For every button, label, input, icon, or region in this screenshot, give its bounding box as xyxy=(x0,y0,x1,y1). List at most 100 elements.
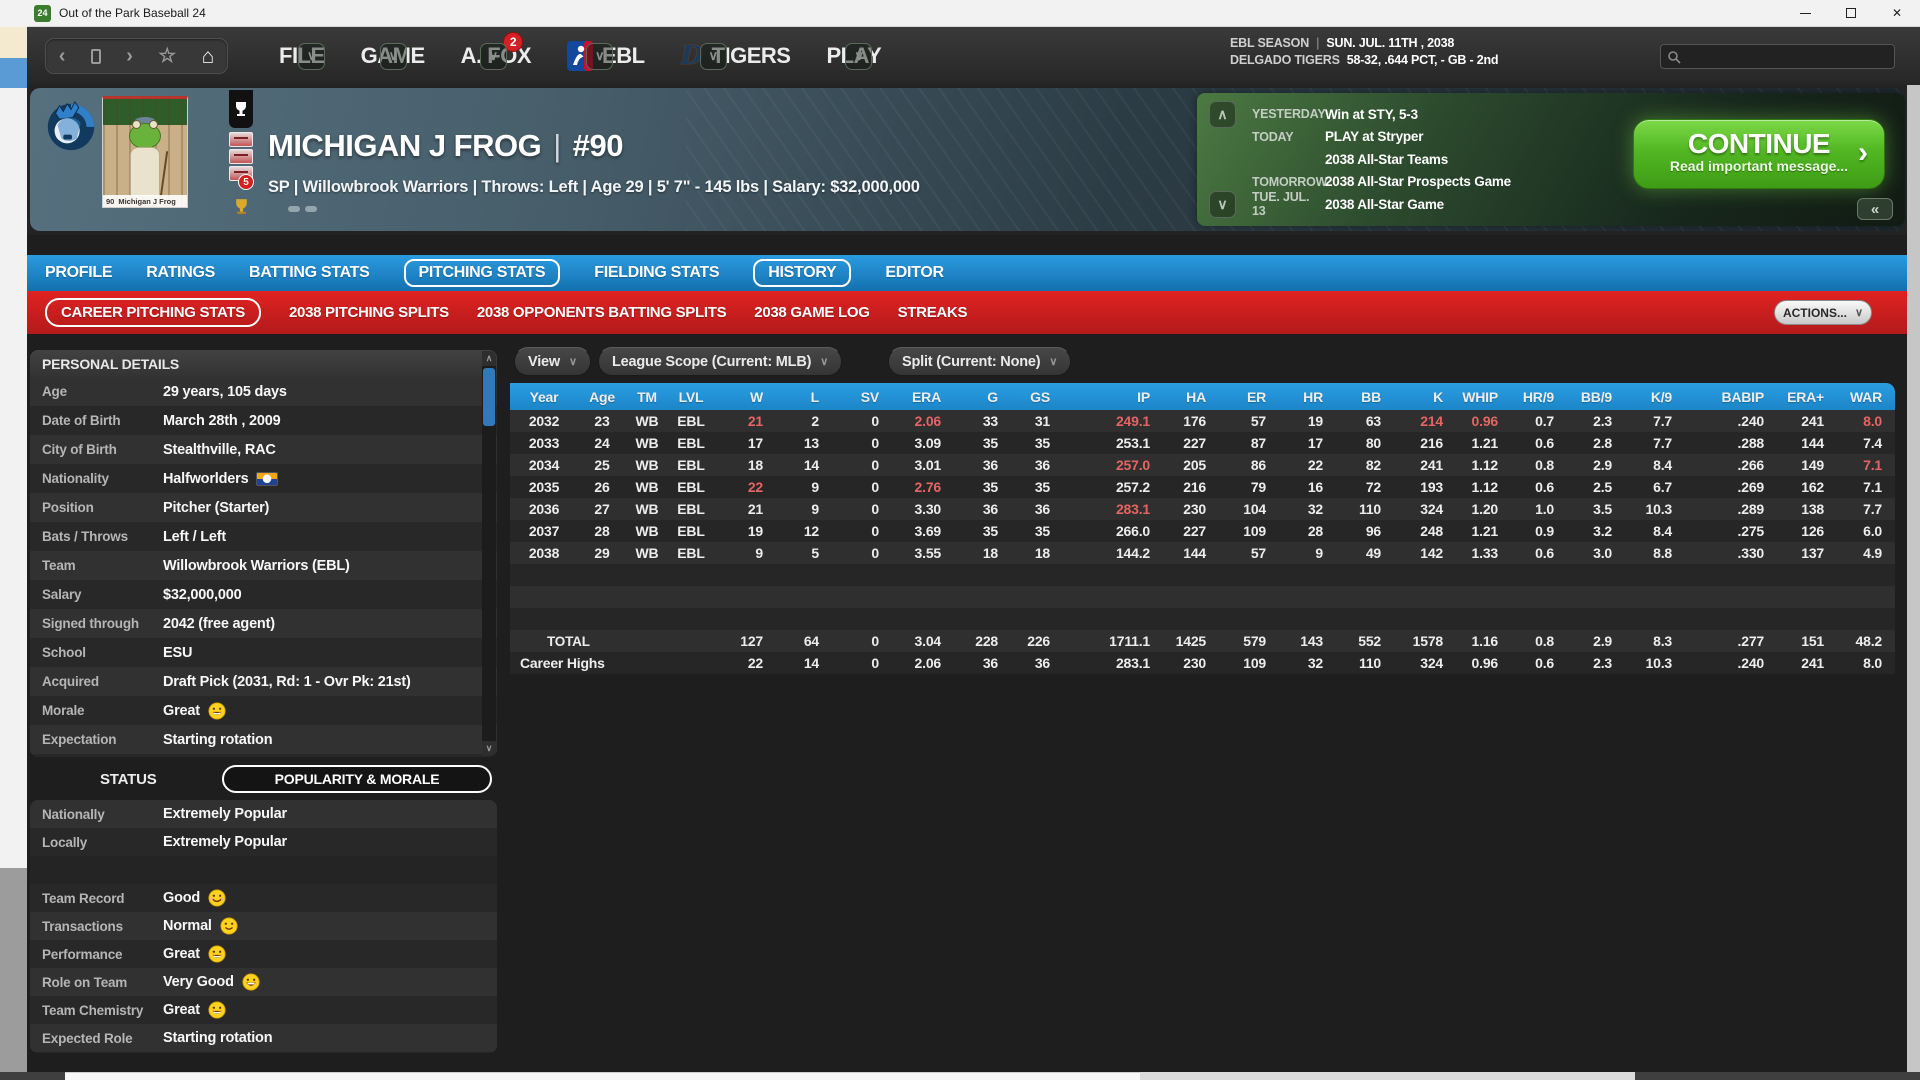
column-header-war[interactable]: WAR xyxy=(1849,388,1882,405)
collapse-panel-button[interactable]: « xyxy=(1857,198,1893,220)
stat-cell: 227 xyxy=(1183,523,1206,539)
column-header-age[interactable]: Age xyxy=(589,388,615,405)
stat-cell: 28 xyxy=(1307,523,1323,539)
subtab-career-pitching-stats[interactable]: CAREER PITCHING STATS xyxy=(45,298,261,327)
column-header-ip[interactable]: IP xyxy=(1137,388,1150,405)
column-header-ha[interactable]: HA xyxy=(1186,388,1206,405)
minimize-button[interactable] xyxy=(1782,0,1828,26)
gold-trophy-icon[interactable] xyxy=(234,198,249,220)
stat-cell: 1425 xyxy=(1175,633,1207,649)
stat-cell: 0 xyxy=(871,655,879,671)
stat-cell: 72 xyxy=(1365,479,1381,495)
stat-cell: 249.1 xyxy=(1115,413,1150,429)
schedule-event[interactable]: 2038 All-Star Teams xyxy=(1325,151,1449,167)
stats-spacer-row xyxy=(510,564,1895,586)
continue-button[interactable]: CONTINUE Read important message... › xyxy=(1633,119,1885,189)
stat-cell: 1.16 xyxy=(1471,633,1499,649)
column-header-era[interactable]: ERA+ xyxy=(1787,388,1824,405)
column-header-hr[interactable]: HR xyxy=(1303,388,1323,405)
tab-pitching-stats[interactable]: PITCHING STATS xyxy=(403,259,561,287)
personal-scrollbar[interactable]: ∧ ∨ xyxy=(482,351,496,756)
stat-cell: 230 xyxy=(1183,655,1206,671)
tab-popularity-morale[interactable]: POPULARITY & MORALE xyxy=(222,765,492,793)
search-input[interactable] xyxy=(1660,44,1895,69)
detail-value: Very Good xyxy=(163,973,260,991)
stat-cell: 24 xyxy=(594,435,610,451)
tab-fielding-stats[interactable]: FIELDING STATS xyxy=(594,264,720,281)
schedule-event[interactable]: Win at STY, 5-3 xyxy=(1325,106,1418,122)
star-icon[interactable]: ☆ xyxy=(158,45,177,67)
menu-tigers[interactable]: D TIGERS ∨ xyxy=(681,41,791,71)
subtab-streaks[interactable]: STREAKS xyxy=(897,304,968,321)
stats-row-2035: 2035 26 WB EBL 22 9 0 2.76 35 35 257.2 216 79 16 72 193… xyxy=(510,476,1895,498)
photo-dot[interactable] xyxy=(305,206,317,212)
player-name: MICHIGAN J FROG xyxy=(268,128,542,163)
photo-dot[interactable] xyxy=(288,206,300,212)
menu-a-fox[interactable]: A. FOX 2 ∨ xyxy=(461,32,532,70)
scroll-up-icon[interactable]: ∧ xyxy=(482,351,496,366)
team-logo[interactable] xyxy=(42,96,100,154)
tab-history[interactable]: HISTORY xyxy=(753,259,852,287)
column-header-er[interactable]: ER xyxy=(1246,388,1266,405)
view-dropdown[interactable]: View ∨ xyxy=(514,347,591,376)
subtab-2038-game-log[interactable]: 2038 GAME LOG xyxy=(754,304,870,321)
home-icon[interactable]: ⌂ xyxy=(201,44,215,68)
subtab-2038-pitching-splits[interactable]: 2038 PITCHING SPLITS xyxy=(288,304,449,321)
page-icon[interactable] xyxy=(90,48,101,64)
tab-batting-stats[interactable]: BATTING STATS xyxy=(248,264,370,281)
menu-ebl[interactable]: EBL ∨ xyxy=(567,41,645,71)
split-dropdown[interactable]: Split (Current: None) ∨ xyxy=(888,347,1072,376)
tab-profile[interactable]: PROFILE xyxy=(45,264,113,281)
column-header-whip[interactable]: WHIP xyxy=(1462,388,1498,405)
scroll-thumb[interactable] xyxy=(483,368,495,426)
menu-file[interactable]: FILE ∨ xyxy=(279,42,325,70)
column-header-l[interactable]: L xyxy=(810,388,820,405)
chevron-down-icon: ∨ xyxy=(699,42,727,70)
stat-cell: 8.0 xyxy=(1863,655,1882,671)
column-header-bb-9[interactable]: BB/9 xyxy=(1580,388,1612,405)
allstar-badge-icon[interactable] xyxy=(229,149,253,164)
column-header-year[interactable]: Year xyxy=(529,388,559,405)
schedule-event[interactable]: PLAY at Stryper xyxy=(1325,129,1424,145)
stat-cell: 205 xyxy=(1183,457,1206,473)
detail-label: Nationally xyxy=(42,806,105,822)
schedule-event[interactable]: 2038 All-Star Game xyxy=(1325,196,1444,212)
column-header-gs[interactable]: GS xyxy=(1030,388,1050,405)
trophy-icon[interactable] xyxy=(229,90,253,128)
actions-button[interactable]: ACTIONS... ∨ xyxy=(1774,300,1872,325)
stat-cell: 28 xyxy=(594,523,610,539)
status-tab-row: STATUS POPULARITY & MORALE xyxy=(30,764,497,794)
player-photo[interactable]: 90 Michigan J Frog xyxy=(102,96,188,208)
column-header-w[interactable]: W xyxy=(749,388,763,405)
stat-cell: EBL xyxy=(677,479,705,495)
close-button[interactable]: ✕ xyxy=(1874,0,1920,26)
column-header-sv[interactable]: SV xyxy=(860,388,879,405)
menu-play[interactable]: PLAY ∨ xyxy=(826,42,882,70)
scroll-down-icon[interactable]: ∨ xyxy=(482,741,496,756)
collapse-down-icon[interactable]: ∨ xyxy=(1209,191,1236,218)
forward-icon[interactable]: › xyxy=(126,45,133,67)
column-header-babip[interactable]: BABIP xyxy=(1721,388,1764,405)
column-header-k[interactable]: K xyxy=(1433,388,1443,405)
stat-cell: 151 xyxy=(1801,633,1824,649)
column-header-bb[interactable]: BB xyxy=(1361,388,1381,405)
column-header-g[interactable]: G xyxy=(987,388,998,405)
back-icon[interactable]: ‹ xyxy=(58,45,66,67)
allstar-badge-icon[interactable] xyxy=(229,132,253,147)
column-header-k-9[interactable]: K/9 xyxy=(1650,388,1672,405)
tab-editor[interactable]: EDITOR xyxy=(885,264,944,281)
schedule-event[interactable]: 2038 All-Star Prospects Game xyxy=(1325,174,1511,190)
column-header-tm[interactable]: TM xyxy=(637,388,657,405)
column-header-lvl[interactable]: LVL xyxy=(678,388,704,405)
stat-cell: 22 xyxy=(747,479,763,495)
menu-game[interactable]: GAME ∨ xyxy=(361,42,425,70)
maximize-button[interactable] xyxy=(1828,0,1874,26)
league-scope-dropdown[interactable]: League Scope (Current: MLB) ∨ xyxy=(598,347,843,376)
tab-status[interactable]: STATUS xyxy=(100,770,157,788)
column-header-era[interactable]: ERA xyxy=(912,388,941,405)
column-header-hr-9[interactable]: HR/9 xyxy=(1522,388,1554,405)
collapse-up-icon[interactable]: ∧ xyxy=(1209,101,1236,128)
stat-cell: 0.6 xyxy=(1535,479,1554,495)
tab-ratings[interactable]: RATINGS xyxy=(146,264,215,281)
subtab-2038-opponents-batting-splits[interactable]: 2038 OPPONENTS BATTING SPLITS xyxy=(476,304,727,321)
